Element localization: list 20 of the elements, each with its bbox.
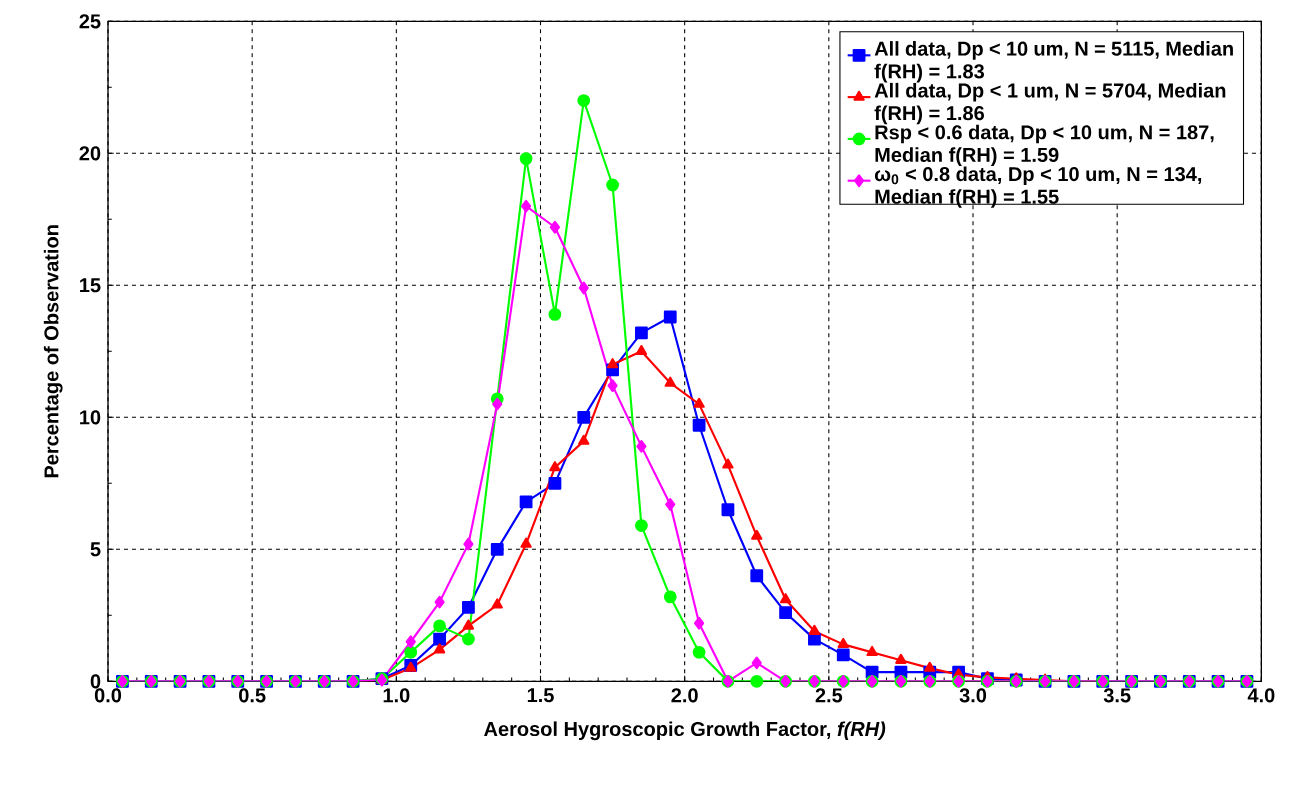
x-tick-label: 2.0 [671, 688, 698, 703]
y-tick-label: 20 [79, 146, 101, 161]
x-axis-title: Aerosol Hygroscopic Growth Factor, f(RH) [484, 721, 886, 741]
legend-label: All data, Dp < 10 um, N = 5115, Median f(RH) = 1.83 [874, 41, 1233, 83]
y-tick-label: 5 [90, 542, 101, 557]
x-tick-label: 1.0 [383, 688, 410, 703]
x-tick-label: 3.5 [1103, 688, 1131, 703]
x-tick-label: 3.0 [959, 688, 987, 703]
x-tick-label: 0.5 [239, 688, 266, 703]
legend-label: All data, Dp < 1 um, N = 5704, Median f(RH) = 1.86 [874, 83, 1226, 125]
y-tick-label: 25 [79, 14, 101, 29]
y-axis-title: Percentage of Observation [43, 225, 63, 478]
y-tick-label: 10 [80, 410, 101, 425]
y-tick-label: 0 [90, 674, 101, 689]
x-tick-label: 4.0 [1247, 688, 1275, 703]
legend-label: ω$_{0}$ < 0.8 data, Dp < 10 um, N = 134, Median f(RH) = 1.55 [874, 166, 1202, 208]
y-tick-label: 15 [80, 278, 101, 293]
x-tick-label: 0.0 [94, 688, 122, 703]
x-tick-label: 2.5 [815, 688, 843, 703]
x-tick-label: 1.5 [527, 688, 554, 703]
